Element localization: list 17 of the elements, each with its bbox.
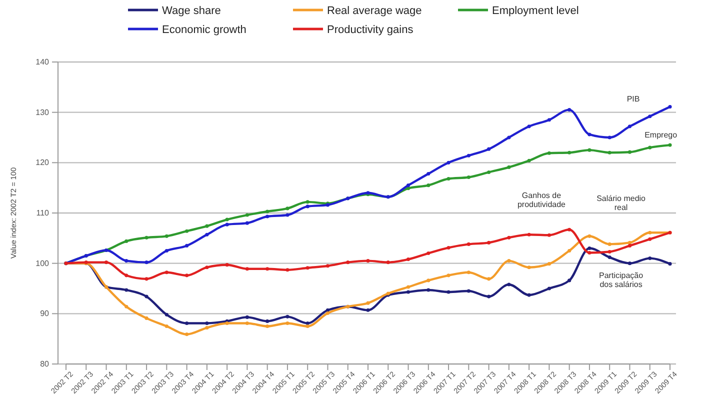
annotation: Ganhos de produtividade	[517, 190, 566, 209]
annotation: Participação dos salários	[599, 270, 644, 289]
y-tick-label: 140	[36, 58, 50, 67]
legend-label: Productivity gains	[327, 24, 414, 36]
y-tick-label: 130	[36, 108, 50, 117]
annotation: PIB	[626, 94, 640, 104]
legend-label: Wage share	[162, 5, 221, 17]
y-tick-label: 80	[40, 360, 50, 369]
legend-label: Employment level	[492, 5, 579, 17]
y-tick-label: 90	[40, 309, 50, 318]
y-tick-label: 100	[36, 258, 50, 268]
legend-label: Economic growth	[162, 24, 246, 36]
y-tick-label: 110	[36, 208, 50, 218]
annotation: Emprego	[644, 130, 678, 140]
legend-label: Real average wage	[327, 5, 422, 17]
y-tick-label: 120	[36, 158, 50, 168]
annotation: Salário medio real	[596, 194, 646, 212]
